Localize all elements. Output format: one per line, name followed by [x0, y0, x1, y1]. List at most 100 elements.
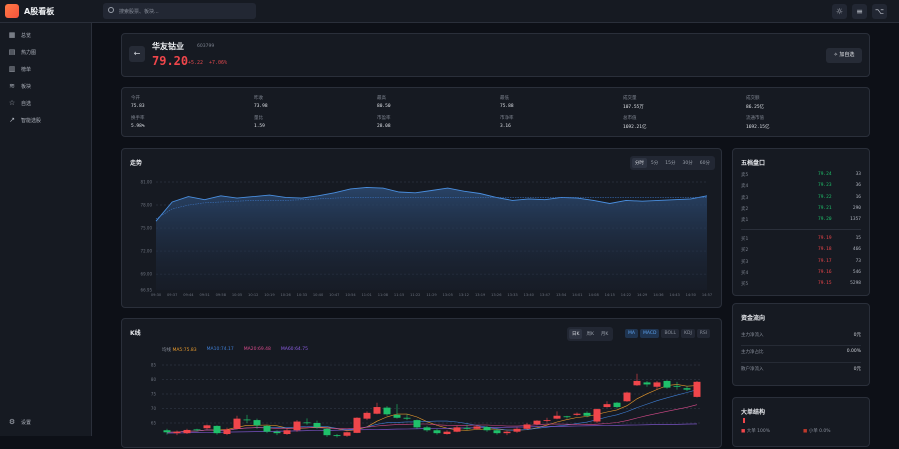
legend-big: ■ 大单 100%	[741, 429, 770, 434]
candle	[393, 414, 401, 418]
legend-ma10: MA10:74.17	[206, 347, 234, 352]
y-tick-label: 75.00	[141, 226, 153, 231]
stat-item: 总市值 1692.21亿	[623, 115, 646, 130]
bigorder-card: 大单结构 ■ 大单 100% ■ 小单 0.0%	[732, 397, 870, 447]
add-watchlist-button[interactable]: ✧ 加自选	[826, 48, 862, 63]
fundflow-label: 主力净流入	[741, 333, 764, 338]
sidebar-item-overview[interactable]: ▦ 总览	[8, 29, 31, 41]
level-price: 79.24	[818, 172, 832, 177]
candle	[573, 413, 581, 415]
candle	[653, 382, 661, 387]
candle	[543, 420, 551, 421]
indicator-tab[interactable]: KDJ	[681, 329, 695, 338]
stat-item: 今开 75.83	[131, 95, 145, 109]
x-tick-label: 10:54	[345, 293, 356, 297]
stat-value: 1.59	[254, 124, 265, 129]
kline-period-tab[interactable]: 周K	[586, 332, 594, 337]
orderbook-row: 买2 79.18 466	[741, 247, 861, 257]
price-change-pct: +7.06%	[209, 60, 228, 66]
stat-label: 最高	[377, 96, 386, 101]
x-tick-label: 11:01	[361, 293, 371, 297]
level-label: 卖1	[741, 218, 749, 224]
stat-value: 75.83	[131, 104, 145, 109]
sidebar-item-sectors[interactable]: ≋ 板块	[8, 80, 31, 92]
price-area	[156, 187, 707, 290]
x-tick-label: 11:08	[378, 293, 389, 297]
candle	[453, 427, 461, 432]
x-tick-label: 10:40	[313, 293, 324, 297]
period-tab[interactable]: 分时	[631, 158, 647, 168]
ma60-line	[166, 423, 698, 434]
candle	[203, 425, 211, 429]
back-button[interactable]: ←	[129, 46, 145, 62]
stat-label: 换手率	[131, 116, 145, 121]
candle	[553, 415, 561, 419]
trend-icon: ↗	[9, 116, 15, 124]
level-label: 买2	[741, 248, 749, 254]
x-tick-label: 14:01	[572, 293, 582, 297]
candle	[433, 430, 441, 434]
stat-item: 最高 80.50	[377, 95, 391, 109]
sidebar-item-rankings[interactable]: ▥ 榜单	[8, 63, 31, 75]
y-tick-label: 85	[151, 363, 157, 368]
period-tab[interactable]: 5分	[650, 161, 659, 166]
x-tick-label: 11:29	[426, 293, 437, 297]
x-tick-label: 13:12	[459, 293, 469, 297]
candle	[673, 385, 681, 387]
orderbook-row: 买3 79.17 73	[741, 259, 861, 269]
orderbook-row: 卖3 79.22 16	[741, 195, 861, 205]
x-tick-label: 14:57	[702, 293, 712, 297]
avg-price-line	[155, 197, 707, 220]
candle	[313, 423, 321, 428]
candle	[283, 430, 291, 435]
level-label: 卖5	[741, 173, 749, 178]
period-tab[interactable]: 30分	[682, 161, 693, 166]
indicator-tab[interactable]: MACD	[639, 329, 660, 338]
x-tick-label: 14:08	[588, 293, 599, 297]
nav-label: 总览	[21, 32, 32, 39]
level-price: 79.19	[818, 236, 832, 241]
divider	[741, 229, 861, 230]
sidebar-item-heatmap[interactable]: ▤ 热力图	[8, 46, 36, 58]
sidebar-item-screener[interactable]: ↗ 智能选股	[8, 114, 41, 126]
x-tick-label: 14:15	[605, 293, 615, 297]
indicator-tab[interactable]: MA	[625, 329, 638, 338]
database-button[interactable]: ≡	[852, 4, 867, 19]
orderbook-title: 五档盘口	[741, 160, 766, 167]
candle	[343, 432, 351, 436]
kline-period-selector: 日K 周K 月K	[567, 327, 614, 341]
candle	[463, 427, 471, 429]
x-tick-label: 13:33	[507, 293, 517, 297]
theme-toggle-button[interactable]: ☼	[832, 4, 847, 19]
search-input[interactable]: 搜索股票、板块...	[103, 3, 256, 19]
level-label: 买5	[741, 282, 749, 288]
indicator-tab[interactable]: BOLL	[661, 329, 680, 338]
kline-period-tab[interactable]: 月K	[600, 332, 609, 337]
kline-title: K线	[130, 330, 141, 337]
level-volume: 33	[855, 172, 861, 177]
x-tick-label: 13:54	[556, 293, 567, 297]
app-title: A股看板	[24, 7, 55, 16]
period-tab[interactable]: 60分	[699, 161, 710, 166]
nav-label: 热力图	[21, 49, 37, 56]
candle	[273, 431, 281, 434]
period-tab[interactable]: 15分	[665, 161, 676, 166]
orderbook-row: 卖5 79.24 33	[741, 172, 861, 182]
fundflow-row: 主力净占比 0.00%	[741, 349, 861, 363]
sidebar-item-settings[interactable]: ⚙ 设置	[8, 416, 31, 428]
level-price: 79.22	[818, 194, 832, 200]
orderbook-row: 卖1 79.20 1357	[741, 217, 861, 227]
sidebar-item-watchlist[interactable]: ☆ 自选	[8, 97, 31, 109]
fundflow-card: 资金流向 主力净流入 0元 主力净占比 0.00% 散户净流入 0元	[732, 303, 870, 386]
indicator-tab[interactable]: RSI	[696, 329, 711, 338]
x-tick-label: 10:47	[329, 293, 339, 297]
level-price: 79.17	[818, 258, 832, 264]
orderbook-card: 五档盘口 卖5 79.24 33 卖4 79.23 36 卖3 79.22 16 卖2 79.21 2…	[732, 148, 870, 296]
x-tick-label: 13:05	[443, 293, 453, 297]
github-button[interactable]: ⌥	[872, 4, 887, 19]
level-volume: 290	[852, 205, 861, 211]
kline-period-tab[interactable]: 日K	[569, 329, 583, 339]
level-price: 79.21	[818, 205, 832, 211]
level-volume: 36	[855, 183, 861, 189]
y-tick-label: 65	[151, 421, 157, 426]
